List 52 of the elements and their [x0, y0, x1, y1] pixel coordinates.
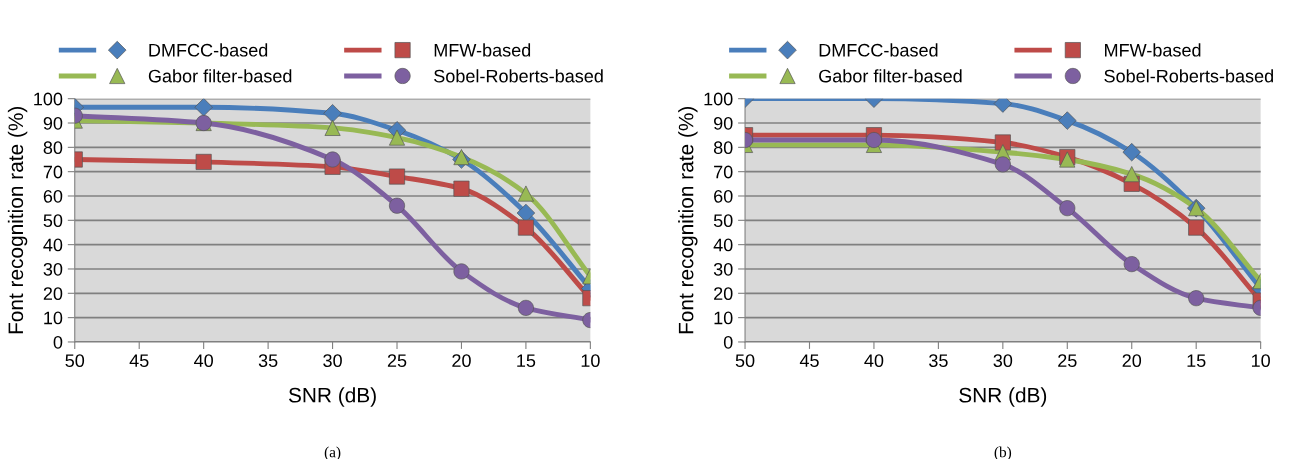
y-tick-label: 10	[714, 311, 733, 325]
y-tick-label: 0	[53, 335, 63, 349]
x-tick-label: 40	[194, 354, 213, 368]
y-tick-label: 90	[714, 116, 733, 130]
x-tick-label: 30	[323, 354, 342, 368]
y-tick-label: 60	[714, 189, 733, 203]
legend-label: MFW-based	[434, 43, 531, 57]
legend-label: Gabor filter-based	[819, 69, 962, 83]
x-tick-label: 40	[864, 354, 884, 368]
y-tick-label: 80	[43, 141, 63, 155]
y-tick-label: 50	[43, 214, 63, 228]
y-axis-title: Font recognition rate (%)	[678, 106, 698, 334]
legend-label: MFW-based	[1105, 43, 1201, 57]
x-axis-title: SNR (dB)	[959, 387, 1047, 407]
x-axis-title: SNR (dB)	[288, 387, 376, 407]
y-tick-label: 80	[713, 141, 733, 155]
y-tick-label: 100	[704, 92, 733, 106]
y-tick-label: 100	[34, 92, 63, 106]
x-tick-label: 35	[929, 354, 948, 368]
y-tick-label: 60	[43, 189, 63, 203]
y-tick-label: 90	[43, 116, 63, 130]
y-axis-title: Font recognition rate (%)	[7, 106, 28, 334]
x-tick-label: 25	[387, 354, 407, 368]
x-tick-label: 10	[1251, 354, 1270, 368]
x-tick-label: 20	[1122, 354, 1142, 368]
x-tick-label: 35	[258, 354, 278, 368]
x-tick-label: 45	[799, 354, 819, 368]
x-tick-label: 45	[129, 354, 149, 368]
legend-label: DMFCC-based	[149, 43, 268, 57]
y-tick-label: 20	[714, 287, 733, 301]
x-tick-label: 30	[993, 354, 1013, 368]
y-tick-label: 70	[43, 165, 63, 179]
y-tick-label: 0	[723, 335, 733, 349]
y-tick-label: 30	[43, 262, 63, 276]
legend-label: DMFCC-based	[819, 43, 938, 57]
y-tick-label: 40	[43, 238, 63, 252]
y-tick-label: 20	[43, 287, 63, 301]
legend-label: Gabor filter-based	[148, 69, 292, 83]
y-tick-label: 50	[713, 214, 733, 228]
legend-label: Sobel-Roberts-based	[1104, 69, 1273, 83]
x-tick-label: 20	[452, 354, 471, 368]
x-tick-label: 25	[1058, 354, 1077, 368]
x-tick-label: 50	[735, 354, 755, 368]
y-tick-label: 10	[44, 311, 63, 325]
x-tick-label: 15	[1187, 354, 1206, 368]
x-tick-label: 15	[517, 354, 536, 368]
y-tick-label: 30	[713, 262, 733, 276]
y-tick-label: 40	[713, 238, 733, 252]
legend-label: Sobel-Roberts-based	[434, 69, 603, 83]
x-tick-label: 50	[65, 354, 85, 368]
y-tick-label: 70	[714, 165, 733, 179]
x-tick-label: 10	[581, 354, 600, 368]
